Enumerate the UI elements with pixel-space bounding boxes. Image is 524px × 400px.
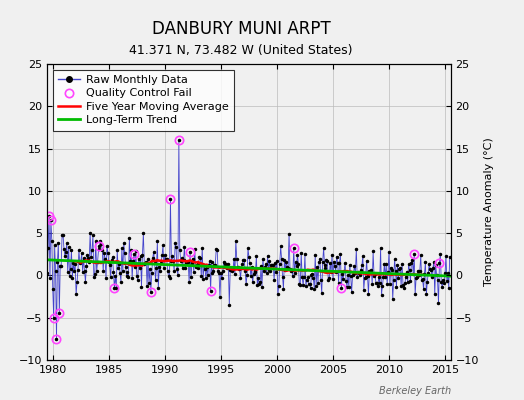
Text: Berkeley Earth: Berkeley Earth <box>378 386 451 396</box>
Y-axis label: Temperature Anomaly (°C): Temperature Anomaly (°C) <box>484 138 495 286</box>
Text: 41.371 N, 73.482 W (United States): 41.371 N, 73.482 W (United States) <box>129 44 353 57</box>
Legend: Raw Monthly Data, Quality Control Fail, Five Year Moving Average, Long-Term Tren: Raw Monthly Data, Quality Control Fail, … <box>53 70 234 131</box>
Text: DANBURY MUNI ARPT: DANBURY MUNI ARPT <box>151 20 331 38</box>
